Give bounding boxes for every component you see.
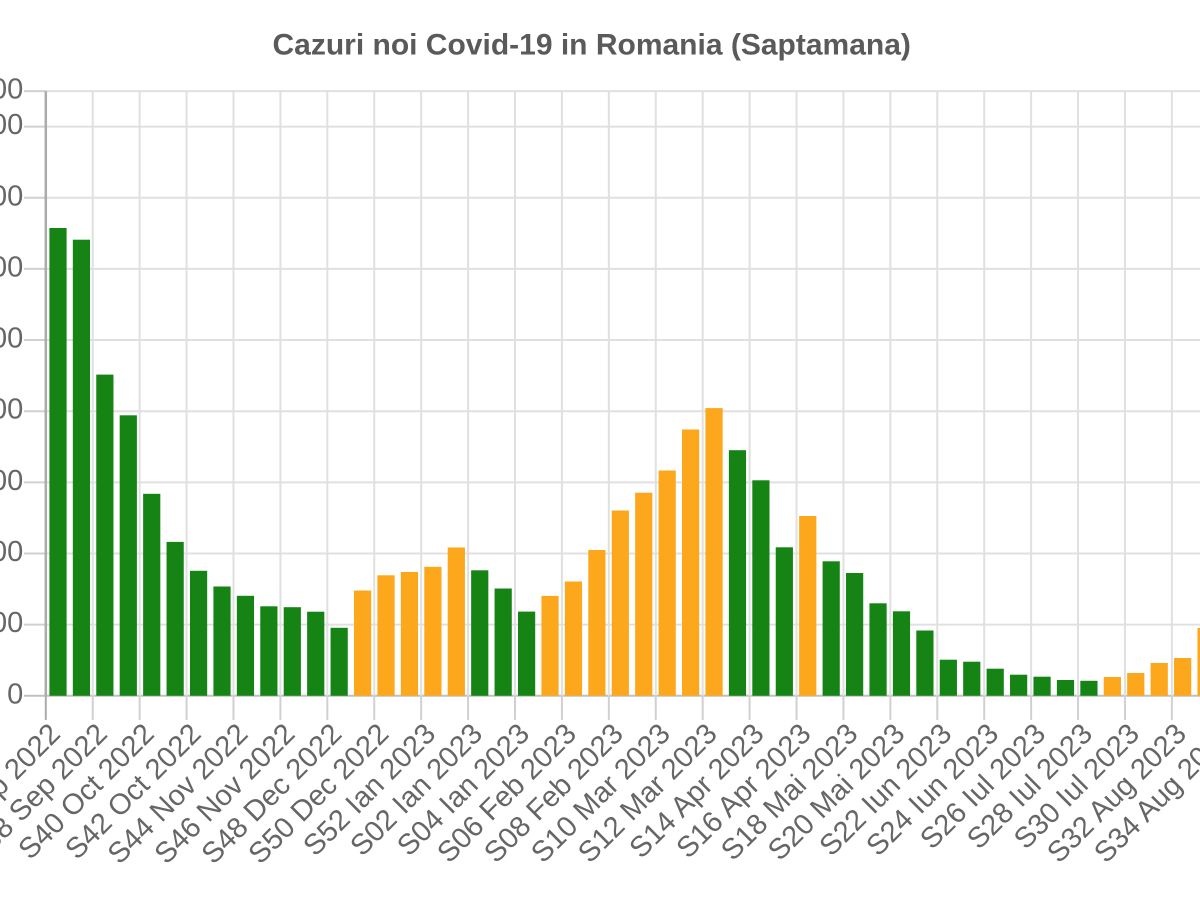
svg-text:0: 0 (7, 678, 23, 710)
svg-text:170000: 170000 (0, 74, 23, 106)
svg-text:100000: 100000 (0, 323, 23, 355)
svg-text:40000: 40000 (0, 536, 23, 568)
svg-text:20000: 20000 (0, 607, 23, 639)
svg-text:160000: 160000 (0, 109, 23, 141)
svg-text:120000: 120000 (0, 251, 23, 283)
svg-text:60000: 60000 (0, 465, 23, 497)
svg-text:80000: 80000 (0, 394, 23, 426)
svg-text:140000: 140000 (0, 180, 23, 212)
svg-text:Cazuri noi Covid-19 in Romania: Cazuri noi Covid-19 in Romania (Saptaman… (272, 29, 910, 62)
